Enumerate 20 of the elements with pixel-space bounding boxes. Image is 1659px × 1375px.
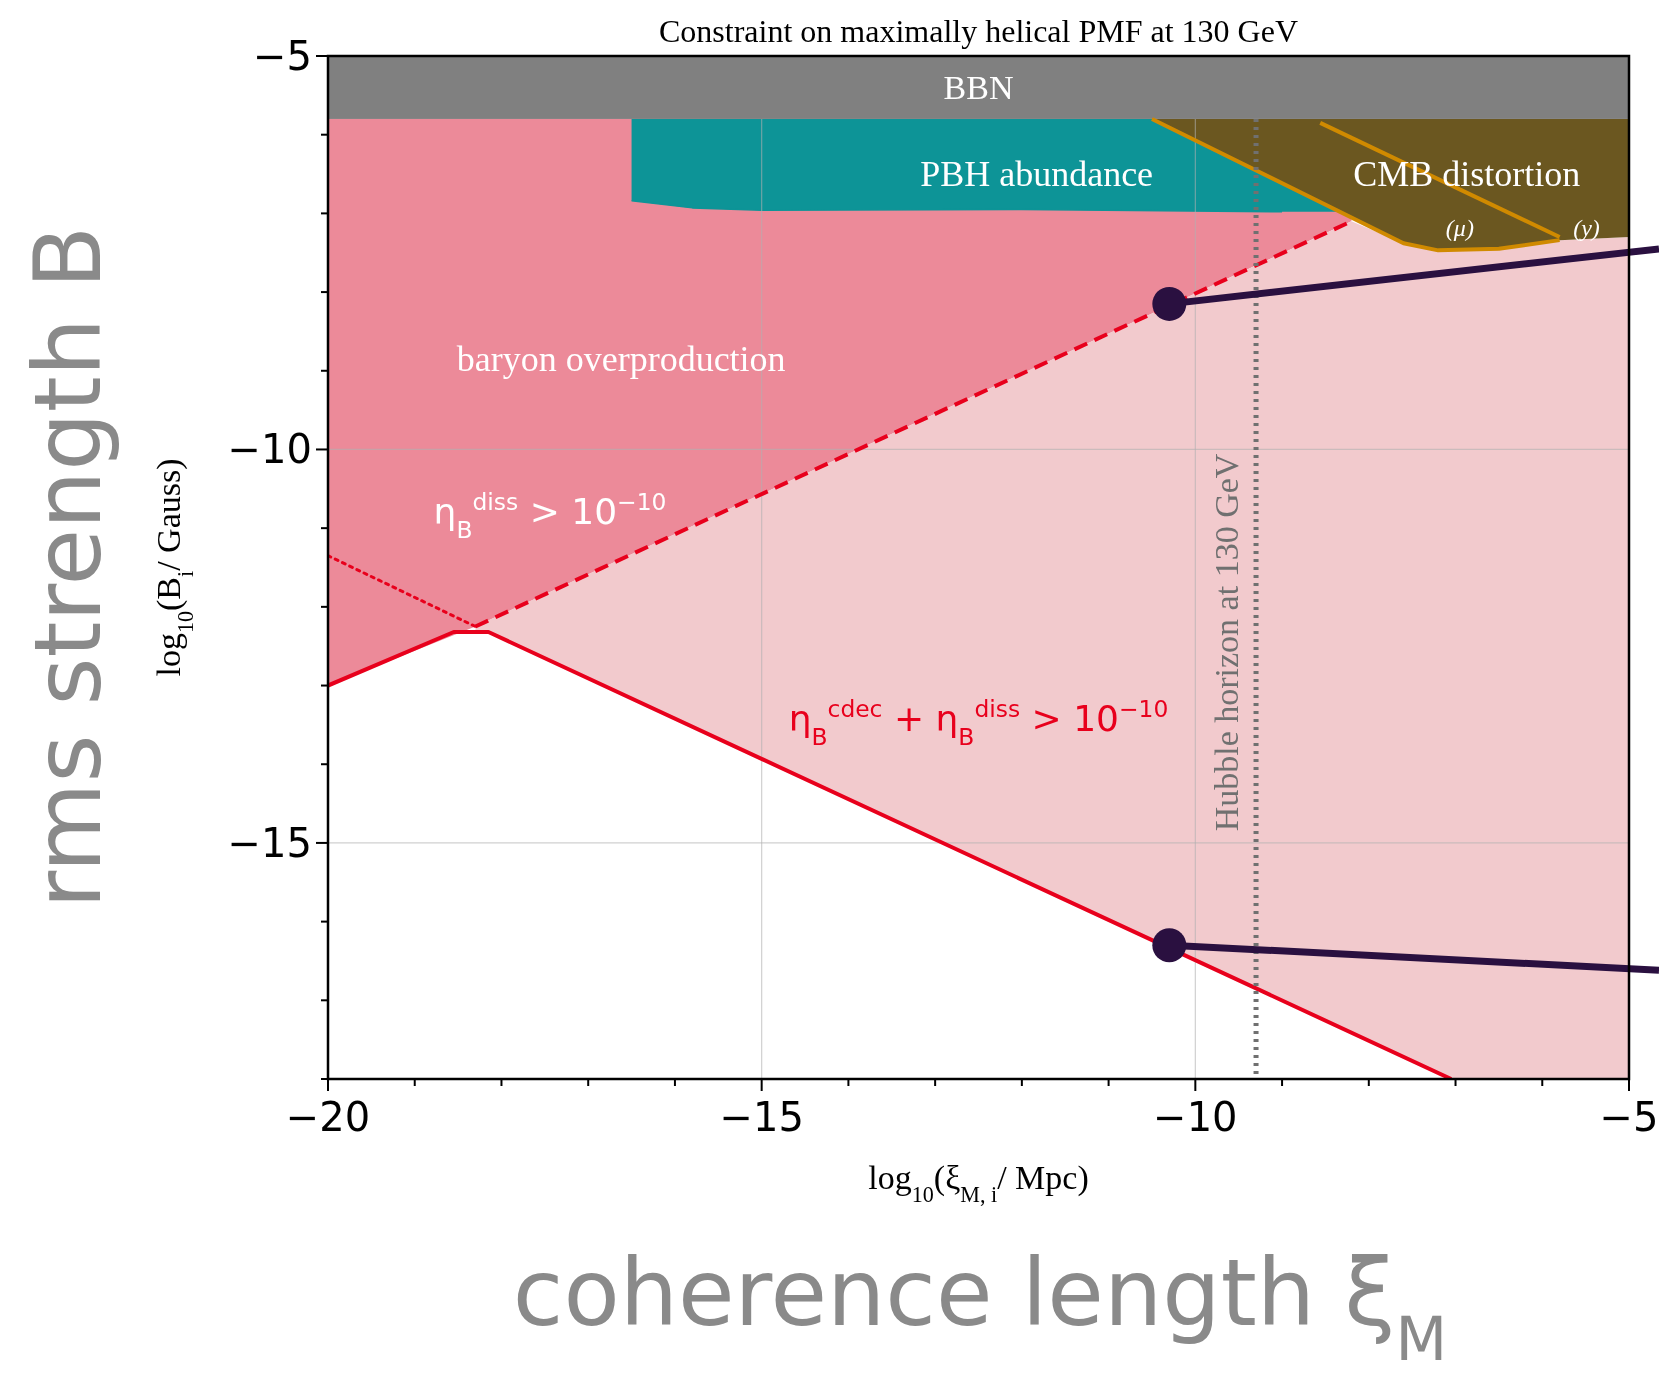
band-label: BBN <box>943 69 1014 107</box>
text: coherence length ξ$_{M}$ <box>512 1240 1448 1374</box>
y-tick-label: −15 <box>227 819 312 866</box>
annotation: PBH abundance <box>920 154 1154 195</box>
x-tick-label: −20 <box>285 1094 371 1140</box>
annotation: η$_{B}$$^{cdec}$ + η$_{B}$$^{diss}$ > 10$^{−10}$ <box>788 694 1169 751</box>
annotation: (μ) <box>1445 214 1474 241</box>
y-tick-label: −10 <box>227 426 312 473</box>
annotation: (y) <box>1573 214 1600 241</box>
annotation: CMB distortion <box>1353 154 1581 195</box>
ref-line-label: Hubble horizon at 130 GeV <box>1208 453 1246 832</box>
x-tick-label: −10 <box>1153 1094 1238 1140</box>
y-tick-label: −5 <box>253 33 312 79</box>
annotation: baryon overproduction <box>456 338 786 379</box>
chart-title: Constraint on maximally helical PMF at 130 GeV <box>658 13 1299 49</box>
x-tick-label: −15 <box>719 1094 804 1140</box>
annotation: η$_{B}$$^{diss}$ > 10$^{−10}$ <box>433 488 667 545</box>
x-tick-label: −5 <box>1599 1094 1659 1140</box>
x-axis-title: log$_{10}$(ξ$_{M, i}$/ Mpc) <box>868 1159 1089 1207</box>
text: rms strength B <box>15 225 122 909</box>
